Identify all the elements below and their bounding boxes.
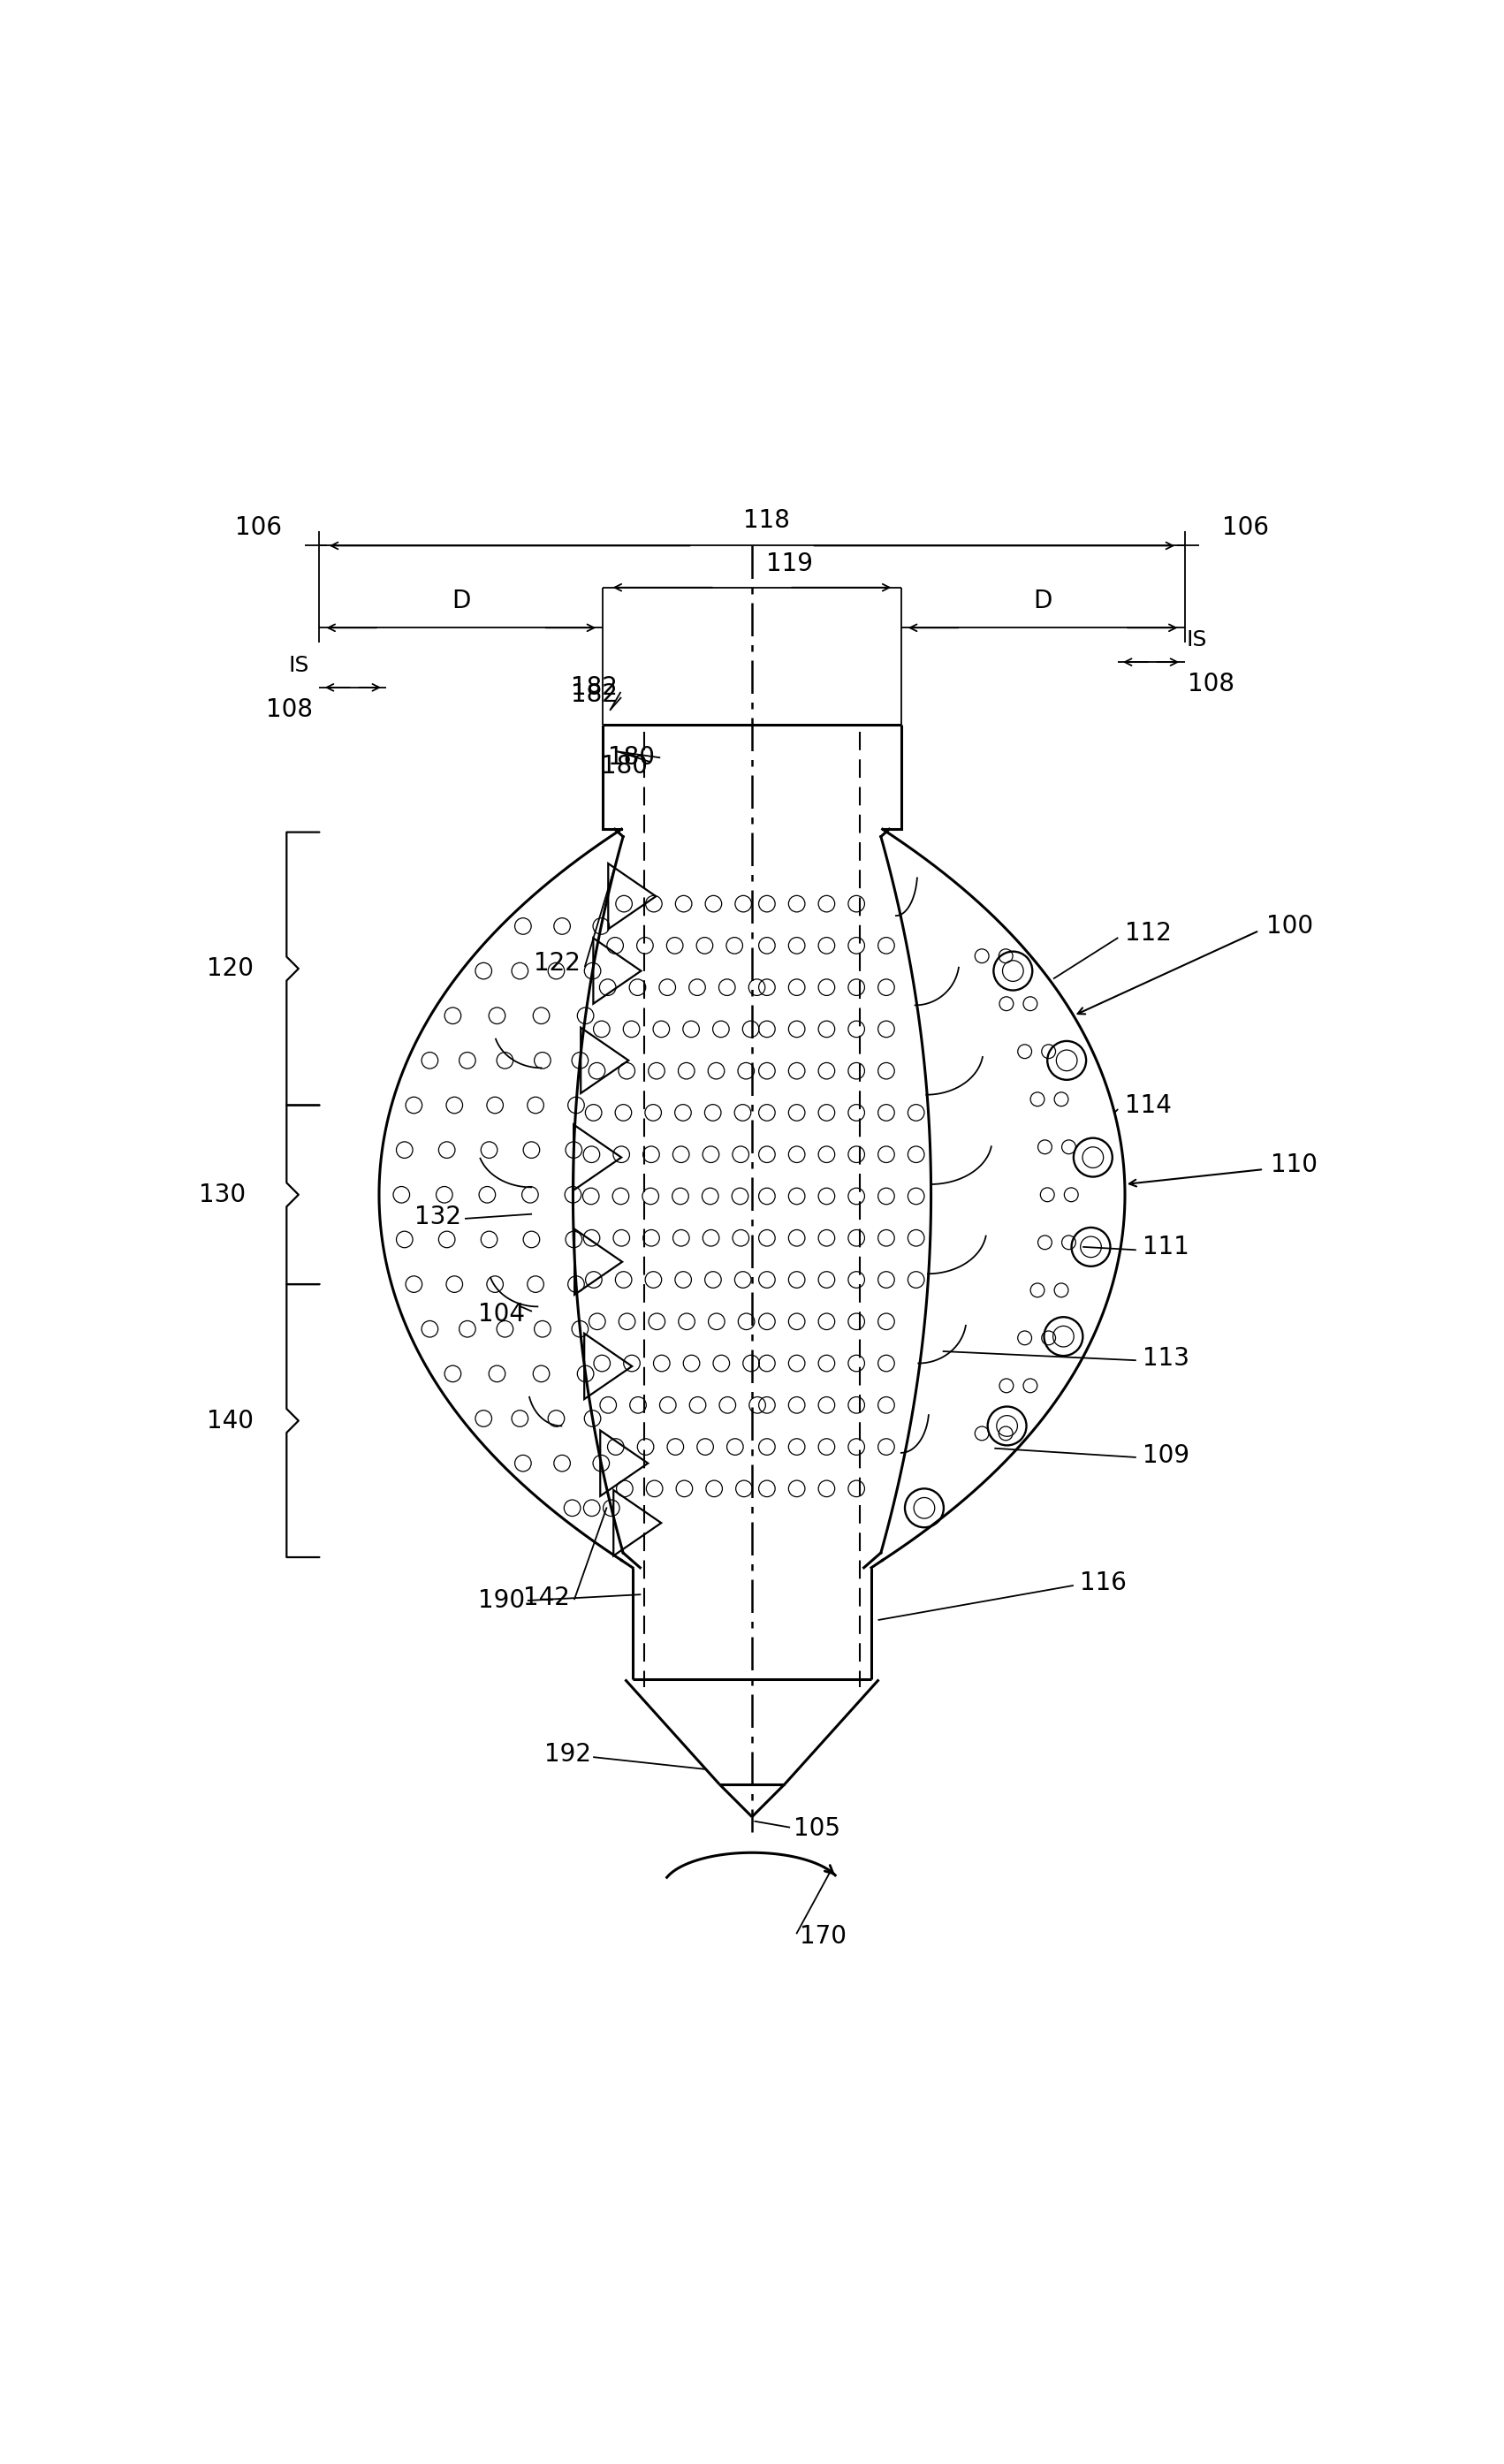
Text: 105: 105 — [794, 1816, 841, 1841]
Text: 109: 109 — [1143, 1444, 1190, 1469]
Text: 108: 108 — [1188, 673, 1235, 697]
Text: 182: 182 — [572, 675, 618, 700]
Text: 122: 122 — [534, 951, 581, 976]
Text: IS: IS — [289, 655, 308, 675]
Text: 114: 114 — [1125, 1094, 1172, 1119]
Text: 106: 106 — [235, 515, 283, 540]
Text: 140: 140 — [206, 1409, 253, 1434]
Text: D: D — [451, 589, 471, 614]
Text: 108: 108 — [266, 697, 313, 722]
Text: 111: 111 — [1143, 1234, 1190, 1259]
Text: D: D — [1033, 589, 1053, 614]
Text: 180: 180 — [608, 744, 656, 769]
Text: 118: 118 — [743, 508, 790, 532]
Text: 113: 113 — [1143, 1345, 1190, 1370]
Text: 112: 112 — [1125, 922, 1172, 946]
Text: 100: 100 — [1266, 914, 1313, 939]
Text: 142: 142 — [523, 1584, 570, 1609]
Text: 106: 106 — [1221, 515, 1269, 540]
Text: 130: 130 — [199, 1183, 247, 1207]
Text: IS: IS — [1187, 628, 1206, 650]
Text: 104: 104 — [478, 1301, 525, 1326]
Text: 120: 120 — [206, 956, 253, 981]
Text: 182: 182 — [572, 683, 618, 707]
Text: 110: 110 — [1271, 1153, 1318, 1178]
Text: 192: 192 — [544, 1742, 591, 1767]
Text: 190: 190 — [478, 1589, 525, 1614]
Text: 132: 132 — [414, 1205, 462, 1230]
Text: 170: 170 — [800, 1924, 847, 1949]
Text: 119: 119 — [766, 552, 812, 577]
Text: 116: 116 — [1080, 1570, 1126, 1594]
Text: 180: 180 — [600, 754, 648, 779]
